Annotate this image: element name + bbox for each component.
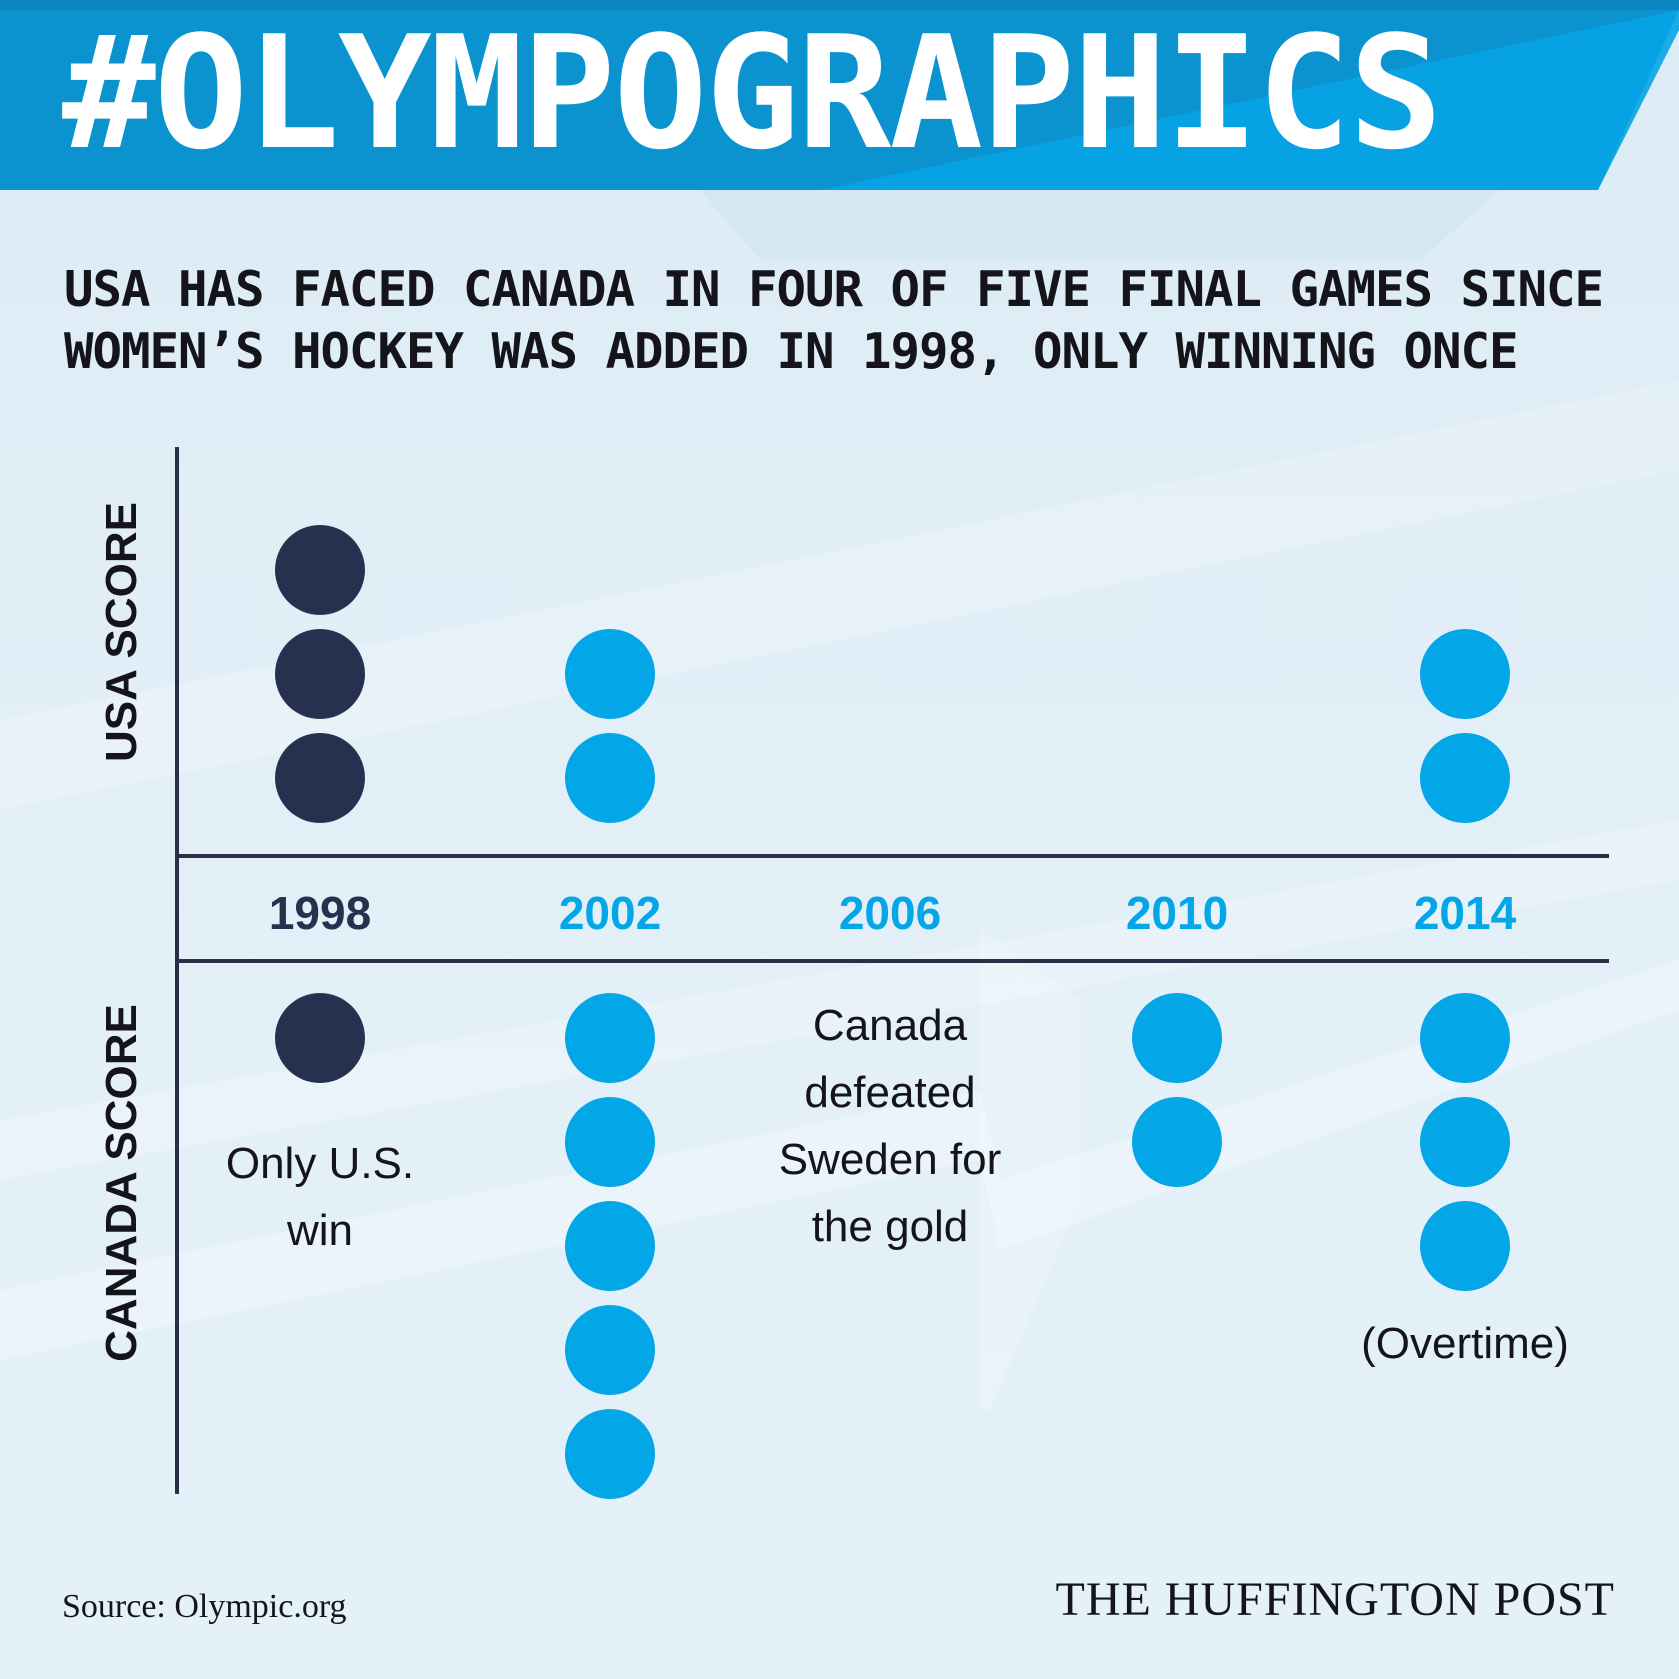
dots-layer bbox=[275, 525, 1510, 1499]
year-label-2006: 2006 bbox=[839, 887, 941, 939]
usa-goal-dot-1998-1 bbox=[275, 733, 365, 823]
headline-line-1: USA HAS FACED CANADA IN FOUR OF FIVE FIN… bbox=[64, 261, 1604, 318]
usa-score-axis-title: USA SCORE bbox=[97, 502, 146, 762]
year-labels: 1998 2002 2006 2010 2014 bbox=[269, 887, 1517, 939]
canada-score-axis-title: CANADA SCORE bbox=[97, 1004, 146, 1362]
annotation-2006-line-1: Canada bbox=[813, 1001, 968, 1050]
canada-goal-dot-2014-1 bbox=[1420, 993, 1510, 1083]
canada-goal-dot-2002-5 bbox=[565, 1409, 655, 1499]
annotation-2006-line-3: Sweden for bbox=[779, 1135, 1002, 1184]
canada-goal-dot-2010-2 bbox=[1132, 1097, 1222, 1187]
usa-goal-dot-1998-3 bbox=[275, 525, 365, 615]
canada-goal-dot-2002-4 bbox=[565, 1305, 655, 1395]
canada-goal-dot-1998-1 bbox=[275, 993, 365, 1083]
header-banner bbox=[0, 0, 1679, 190]
headline-line-2: WOMEN’S HOCKEY WAS ADDED IN 1998, ONLY W… bbox=[64, 323, 1519, 380]
annotation-2014-line-1: (Overtime) bbox=[1361, 1319, 1569, 1368]
year-label-1998: 1998 bbox=[269, 887, 371, 939]
header-title: #OLYMPOGRAPHICS bbox=[62, 2, 1443, 184]
canada-goal-dot-2002-2 bbox=[565, 1097, 655, 1187]
usa-goal-dot-2014-1 bbox=[1420, 733, 1510, 823]
usa-goal-dot-2014-2 bbox=[1420, 629, 1510, 719]
year-label-2002: 2002 bbox=[559, 887, 661, 939]
canada-goal-dot-2010-1 bbox=[1132, 993, 1222, 1083]
canada-goal-dot-2002-1 bbox=[565, 993, 655, 1083]
canada-goal-dot-2014-2 bbox=[1420, 1097, 1510, 1187]
annotations: Only U.S. win Canada defeated Sweden for the … bbox=[226, 1001, 1569, 1368]
annotation-2006-line-4: the gold bbox=[812, 1202, 969, 1251]
usa-goal-dot-1998-2 bbox=[275, 629, 365, 719]
canada-goal-dot-2002-3 bbox=[565, 1201, 655, 1291]
year-label-2010: 2010 bbox=[1126, 887, 1228, 939]
usa-goal-dot-2002-1 bbox=[565, 733, 655, 823]
annotation-1998-line-1: Only U.S. bbox=[226, 1139, 414, 1188]
annotation-2006-line-2: defeated bbox=[804, 1068, 975, 1117]
usa-goal-dot-2002-2 bbox=[565, 629, 655, 719]
year-label-2014: 2014 bbox=[1414, 887, 1517, 939]
annotation-1998-line-2: win bbox=[286, 1206, 353, 1255]
source-note: Source: Olympic.org bbox=[62, 1588, 347, 1625]
canada-goal-dot-2014-3 bbox=[1420, 1201, 1510, 1291]
brand-logo-text: THE HUFFINGTON POST bbox=[1055, 1573, 1615, 1626]
